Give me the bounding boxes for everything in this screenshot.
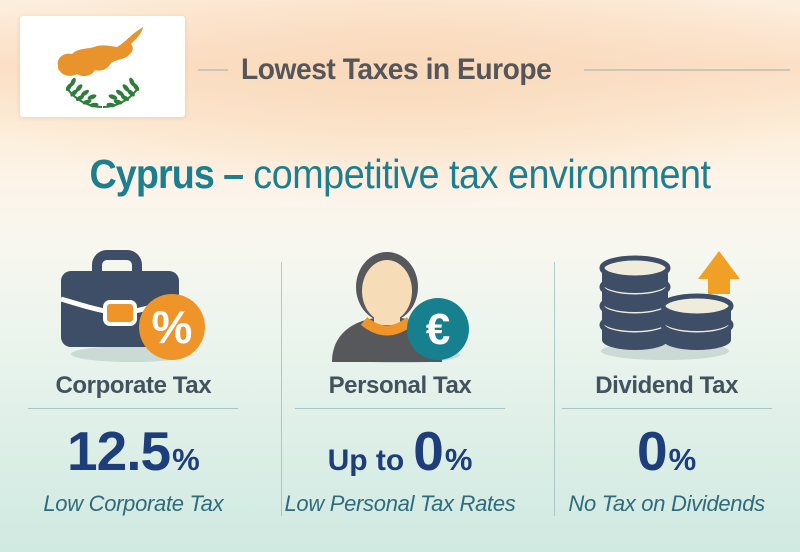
column-value: Up to 0 % [327, 419, 473, 482]
cyprus-island-shape [57, 27, 143, 77]
value-suffix: % [444, 442, 473, 477]
value-number: 0 [637, 420, 668, 482]
column-divider [554, 262, 555, 516]
tax-column-dividend: Dividend Tax 0 % No Tax on Dividends [533, 240, 800, 552]
value-number: 12.5 [67, 420, 171, 482]
coins-growth-icon [587, 251, 747, 364]
coin-stack-right [660, 293, 734, 350]
column-rule [28, 408, 239, 409]
person-euro-icon: € [320, 252, 480, 364]
column-value: 12.5 % [67, 419, 200, 482]
euro-badge-label: € [426, 305, 450, 354]
cyprus-flag-icon [57, 27, 143, 108]
tax-columns: % Corporate Tax 12.5 % Low Corporate Tax [0, 240, 800, 552]
page-title: Lowest Taxes in Europe [241, 53, 552, 86]
title-right-rule [584, 69, 790, 71]
briefcase-percent-icon: % [53, 250, 213, 364]
column-label: Corporate Tax [55, 372, 212, 399]
tax-column-corporate: % Corporate Tax 12.5 % Low Corporate Tax [0, 240, 267, 552]
value-suffix: % [172, 442, 200, 477]
cyprus-flag [20, 16, 185, 117]
headline: Cyprus – competitive tax environment [32, 148, 768, 200]
column-subtitle: No Tax on Dividends [568, 491, 765, 516]
value-number: 0 [413, 420, 444, 482]
header-title-row: Lowest Taxes in Europe [198, 53, 800, 87]
tax-column-personal: € Personal Tax Up to 0 % Low Personal Ta… [267, 240, 534, 552]
headline-dash: – [223, 151, 245, 197]
headline-country: Cyprus [89, 151, 214, 197]
column-divider [281, 262, 282, 516]
title-left-dash [198, 69, 228, 71]
column-subtitle: Low Personal Tax Rates [284, 491, 516, 516]
value-prefix: Up to [327, 444, 405, 477]
coin-stack-left [599, 255, 671, 350]
value-suffix: % [668, 442, 697, 477]
column-value: 0 % [637, 419, 697, 482]
column-label: Dividend Tax [595, 372, 739, 399]
column-subtitle: Low Corporate Tax [43, 491, 224, 516]
column-rule [294, 408, 505, 409]
percent-badge-label: % [152, 301, 193, 353]
column-rule [561, 408, 772, 409]
olive-branches [65, 77, 140, 108]
headline-text: competitive tax environment [253, 151, 711, 197]
column-label: Personal Tax [328, 372, 472, 399]
